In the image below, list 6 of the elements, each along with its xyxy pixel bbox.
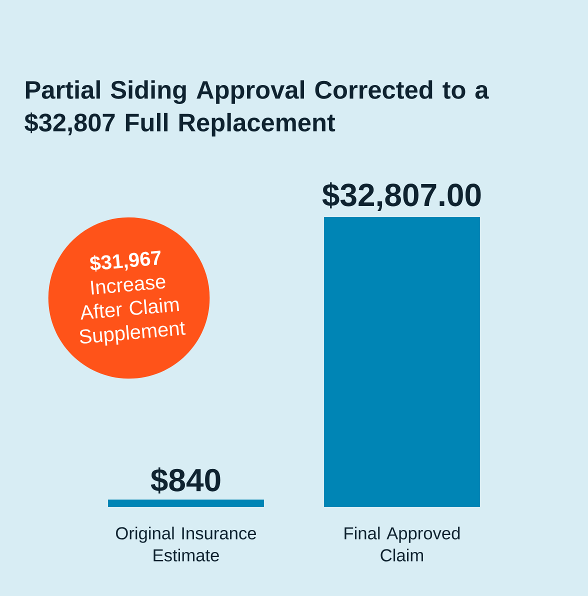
- x-tick-label: Original Insurance Estimate: [116, 526, 256, 562]
- data-label: $32,807.00: [322, 182, 481, 211]
- annotation: $31,967 Increase After Claim Supplement: [80, 250, 186, 346]
- data-label: $840: [150, 467, 220, 494]
- x-tick-label: Final Approved Claim: [344, 526, 460, 562]
- chart-title: Partial Siding Approval Corrected to a $32,807 Full Replacement: [24, 80, 489, 137]
